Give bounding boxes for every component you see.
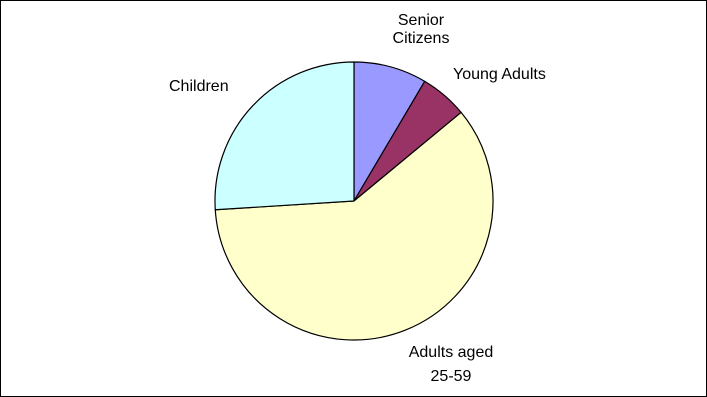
label-adults-line-2: 25-59 (430, 368, 472, 385)
slice-adults-aged-25-59 (214, 111, 494, 341)
label-senior-citizens-line-1: Senior (397, 12, 445, 29)
slice-children (214, 61, 355, 211)
label-adults-aged-25-59: Adults aged 25-59 (399, 341, 503, 389)
label-adults-line-1: Adults aged (408, 344, 494, 361)
label-young-adults: Young Adults (453, 63, 546, 87)
label-young-adults-line-1: Young Adults (453, 66, 546, 83)
label-senior-citizens: Senior Citizens (379, 9, 463, 51)
label-children: Children (169, 75, 229, 99)
label-senior-citizens-line-2: Citizens (392, 30, 450, 47)
label-children-line-1: Children (169, 78, 229, 95)
